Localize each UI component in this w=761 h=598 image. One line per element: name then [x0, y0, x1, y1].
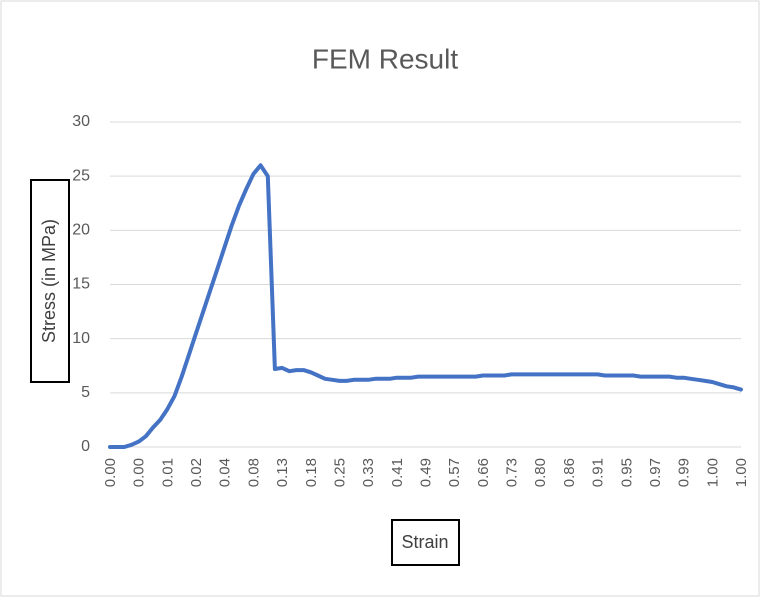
x-tick-label: 0.00	[131, 458, 148, 487]
x-tick-label: 0.66	[475, 458, 492, 487]
y-tick-label: 25	[72, 167, 90, 184]
chart-title: FEM Result	[312, 43, 458, 74]
x-tick-label: 0.08	[245, 458, 262, 487]
x-tick-label: 0.13	[274, 458, 291, 487]
y-tick-label: 15	[72, 276, 90, 293]
y-tick-label: 5	[81, 384, 90, 401]
y-axis-title: Stress (in MPa)	[39, 219, 59, 343]
x-tick-label: 0.97	[647, 458, 664, 487]
x-tick-label: 0.41	[389, 458, 406, 487]
x-tick-label: 0.86	[561, 458, 578, 487]
x-tick-label: 1.00	[704, 458, 721, 487]
x-tick-label: 1.00	[733, 458, 750, 487]
y-tick-label: 0	[81, 438, 90, 455]
y-tick-label: 30	[72, 113, 90, 130]
x-tick-label: 0.91	[590, 458, 607, 487]
x-tick-label: 0.33	[360, 458, 377, 487]
x-tick-label: 0.04	[217, 458, 234, 487]
x-tick-label: 0.99	[676, 458, 693, 487]
x-tick-label: 0.01	[159, 458, 176, 487]
y-tick-label: 10	[72, 330, 90, 347]
x-axis-title-box	[391, 519, 460, 566]
x-tick-label: 0.18	[303, 458, 320, 487]
x-tick-label: 0.25	[331, 458, 348, 487]
x-tick-label: 0.95	[618, 458, 635, 487]
y-axis-title-box	[30, 179, 70, 383]
y-tick-label: 20	[72, 222, 90, 239]
x-tick-label: 0.02	[188, 458, 205, 487]
x-tick-label: 0.57	[446, 458, 463, 487]
x-axis-title: Strain	[401, 532, 448, 552]
x-tick-label: 0.73	[504, 458, 521, 487]
x-tick-label: 0.00	[102, 458, 119, 487]
line-series	[108, 163, 743, 449]
x-tick-label: 0.80	[532, 458, 549, 487]
x-tick-label: 0.49	[418, 458, 435, 487]
